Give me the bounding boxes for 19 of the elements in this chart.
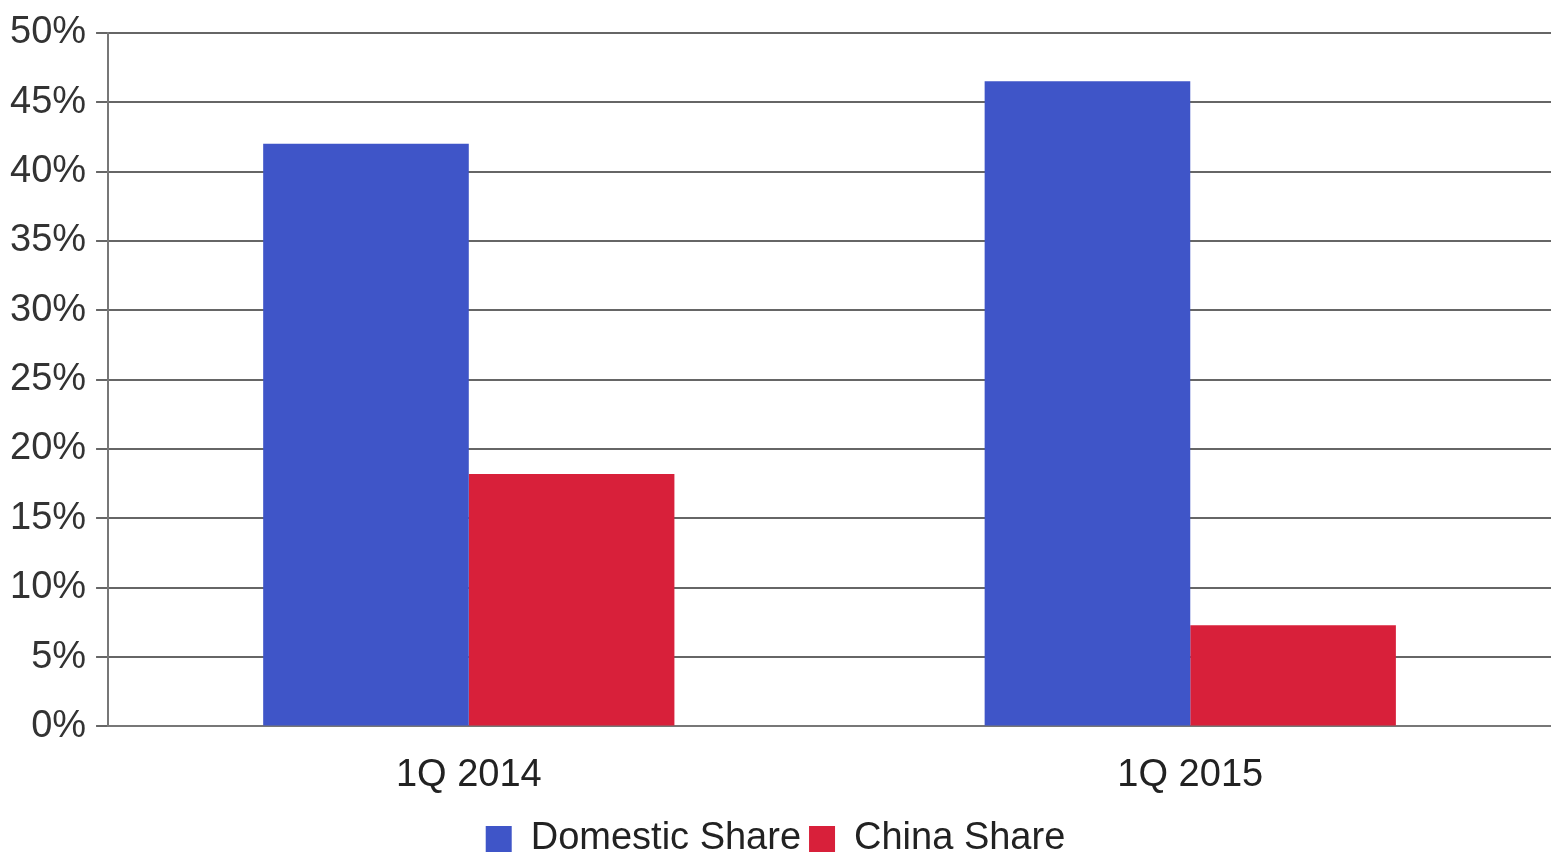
y-tick-label: 35% xyxy=(9,217,87,260)
bar xyxy=(468,473,675,726)
legend-label: China Share xyxy=(854,815,1066,858)
y-tick-label: 50% xyxy=(9,9,87,52)
y-tick-label: 15% xyxy=(9,494,87,537)
x-tick-label: 1Q 2015 xyxy=(1117,751,1264,794)
y-tick-label: 40% xyxy=(9,148,87,190)
y-tick-label: 10% xyxy=(9,564,87,607)
y-tick-label: 5% xyxy=(31,633,87,676)
y-tick-label: 0% xyxy=(31,702,87,745)
y-tick-label: 45% xyxy=(9,78,87,121)
bar xyxy=(984,81,1191,726)
legend-label: Domestic Share xyxy=(530,815,802,858)
y-tick-label: 20% xyxy=(9,425,87,468)
x-tick-label: 1Q 2014 xyxy=(395,751,542,794)
y-tick-label: 25% xyxy=(9,356,87,399)
y-tick-label: 30% xyxy=(9,286,87,329)
bar xyxy=(1190,625,1396,726)
bar xyxy=(263,143,469,726)
